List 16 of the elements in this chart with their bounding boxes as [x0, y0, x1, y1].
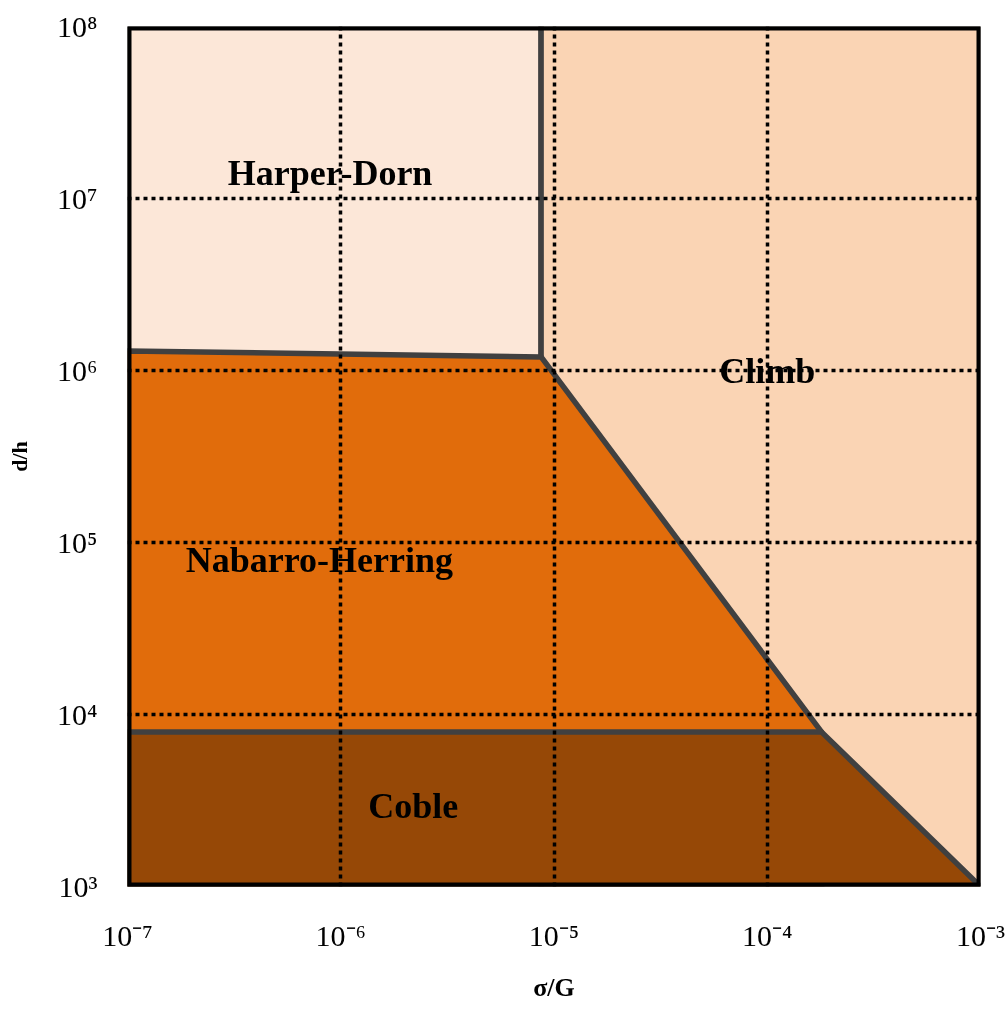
x-tick-label: 10⁻⁶ — [315, 918, 366, 952]
series-label: Coble — [368, 785, 459, 826]
y-tick-label: 10⁵ — [57, 526, 98, 559]
y-tick-label: 10⁶ — [57, 354, 98, 387]
y-tick-label: 10³ — [58, 870, 98, 903]
x-tick-label: 10⁻³ — [956, 918, 1005, 952]
y-tick-label: 10⁸ — [57, 10, 98, 43]
x-axis-title: σ/G — [533, 972, 575, 1002]
y-tick-label: 10⁷ — [57, 182, 98, 215]
series-label: Nabarro-Herring — [185, 539, 454, 580]
x-tick-label: 10⁻⁷ — [102, 918, 153, 952]
y-axis-title: d/h — [7, 441, 33, 472]
x-tick-label: 10⁻⁴ — [742, 918, 793, 952]
x-tick-label: 10⁻⁵ — [528, 918, 580, 952]
y-tick-label: 10⁴ — [57, 698, 98, 731]
series-label: Harper-Dorn — [227, 152, 433, 193]
